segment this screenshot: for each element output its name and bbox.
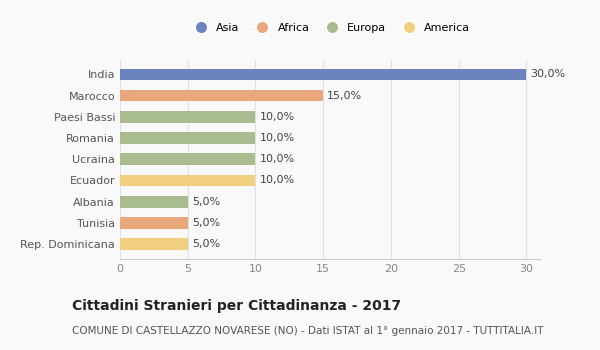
Bar (120, 175, 256, 186)
Text: 5,0%: 5,0% (192, 197, 220, 206)
Text: 10,0%: 10,0% (260, 154, 295, 164)
Bar (120, 217, 188, 229)
Bar (120, 238, 188, 250)
Bar (120, 111, 256, 122)
Text: 10,0%: 10,0% (260, 175, 295, 186)
Bar (120, 153, 256, 165)
Text: 30,0%: 30,0% (530, 69, 566, 79)
Bar (120, 90, 323, 102)
Text: 10,0%: 10,0% (260, 112, 295, 122)
Text: COMUNE DI CASTELLAZZO NOVARESE (NO) - Dati ISTAT al 1° gennaio 2017 - TUTTITALIA: COMUNE DI CASTELLAZZO NOVARESE (NO) - Da… (72, 326, 544, 336)
Text: 15,0%: 15,0% (327, 91, 362, 100)
Legend: Asia, Africa, Europa, America: Asia, Africa, Europa, America (187, 21, 473, 36)
Text: 10,0%: 10,0% (260, 133, 295, 143)
Text: 5,0%: 5,0% (192, 218, 220, 228)
Bar (120, 132, 256, 144)
Text: Cittadini Stranieri per Cittadinanza - 2017: Cittadini Stranieri per Cittadinanza - 2… (72, 299, 401, 313)
Bar (120, 69, 526, 80)
Text: 5,0%: 5,0% (192, 239, 220, 249)
Bar (120, 196, 188, 208)
